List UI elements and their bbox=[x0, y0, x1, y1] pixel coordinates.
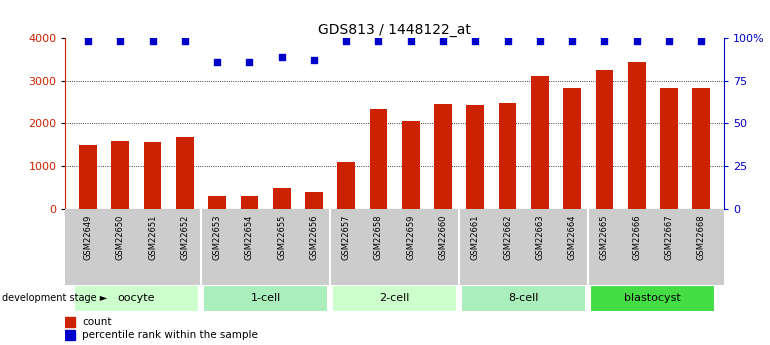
Bar bbox=[112, 141, 129, 209]
Point bbox=[501, 39, 514, 44]
Point bbox=[695, 39, 708, 44]
Bar bbox=[370, 109, 387, 209]
Bar bbox=[337, 162, 355, 209]
Bar bbox=[65, 317, 75, 326]
Text: GSM22659: GSM22659 bbox=[407, 215, 415, 260]
Bar bbox=[563, 88, 581, 209]
Point bbox=[276, 54, 288, 59]
Bar bbox=[305, 192, 323, 209]
Text: blastocyst: blastocyst bbox=[624, 294, 681, 303]
Point bbox=[340, 39, 353, 44]
Text: GSM22662: GSM22662 bbox=[503, 215, 512, 260]
Point bbox=[566, 39, 578, 44]
Bar bbox=[531, 76, 549, 209]
Bar bbox=[240, 196, 258, 209]
Bar bbox=[461, 285, 586, 312]
Point bbox=[469, 39, 481, 44]
Point bbox=[308, 57, 320, 63]
Point bbox=[146, 39, 159, 44]
Text: oocyte: oocyte bbox=[118, 294, 156, 303]
Bar bbox=[74, 285, 199, 312]
Text: GSM22663: GSM22663 bbox=[535, 215, 544, 260]
Point bbox=[114, 39, 126, 44]
Text: GSM22667: GSM22667 bbox=[665, 215, 674, 260]
Bar bbox=[499, 103, 517, 209]
Text: GSM22664: GSM22664 bbox=[567, 215, 577, 260]
Text: GSM22657: GSM22657 bbox=[342, 215, 350, 260]
Bar bbox=[332, 285, 457, 312]
Text: percentile rank within the sample: percentile rank within the sample bbox=[82, 330, 258, 340]
Point bbox=[663, 39, 675, 44]
Bar bbox=[402, 121, 420, 209]
Bar bbox=[176, 137, 194, 209]
Point bbox=[404, 39, 417, 44]
Point bbox=[631, 39, 643, 44]
Point bbox=[179, 39, 191, 44]
Text: GSM22665: GSM22665 bbox=[600, 215, 609, 260]
Bar bbox=[273, 188, 290, 209]
Text: GSM22654: GSM22654 bbox=[245, 215, 254, 260]
Text: 2-cell: 2-cell bbox=[380, 294, 410, 303]
Bar bbox=[628, 62, 645, 209]
Text: 8-cell: 8-cell bbox=[508, 294, 539, 303]
Bar bbox=[79, 145, 97, 209]
Point bbox=[373, 39, 385, 44]
Text: 1-cell: 1-cell bbox=[250, 294, 280, 303]
Text: GSM22668: GSM22668 bbox=[697, 215, 706, 260]
Point bbox=[243, 59, 256, 65]
Bar bbox=[434, 104, 452, 209]
Bar bbox=[203, 285, 328, 312]
Point bbox=[82, 39, 94, 44]
Point bbox=[437, 39, 449, 44]
Bar bbox=[660, 88, 678, 209]
Bar bbox=[590, 285, 715, 312]
Bar bbox=[208, 196, 226, 209]
Text: GSM22660: GSM22660 bbox=[439, 215, 447, 260]
Bar bbox=[692, 88, 710, 209]
Text: GSM22656: GSM22656 bbox=[310, 215, 319, 260]
Point bbox=[598, 39, 611, 44]
Text: development stage ►: development stage ► bbox=[2, 294, 107, 303]
Text: GSM22661: GSM22661 bbox=[470, 215, 480, 260]
Text: GSM22649: GSM22649 bbox=[83, 215, 92, 260]
Bar bbox=[595, 70, 613, 209]
Point bbox=[211, 59, 223, 65]
Text: GSM22652: GSM22652 bbox=[180, 215, 189, 260]
Text: GSM22650: GSM22650 bbox=[116, 215, 125, 260]
Text: count: count bbox=[82, 317, 112, 327]
Point bbox=[534, 39, 546, 44]
Bar bbox=[144, 142, 162, 209]
Bar bbox=[467, 106, 484, 209]
Title: GDS813 / 1448122_at: GDS813 / 1448122_at bbox=[318, 23, 471, 37]
Text: GSM22666: GSM22666 bbox=[632, 215, 641, 260]
Text: GSM22651: GSM22651 bbox=[148, 215, 157, 260]
Bar bbox=[65, 330, 75, 340]
Text: GSM22658: GSM22658 bbox=[374, 215, 383, 260]
Text: GSM22653: GSM22653 bbox=[213, 215, 222, 260]
Text: GSM22655: GSM22655 bbox=[277, 215, 286, 260]
